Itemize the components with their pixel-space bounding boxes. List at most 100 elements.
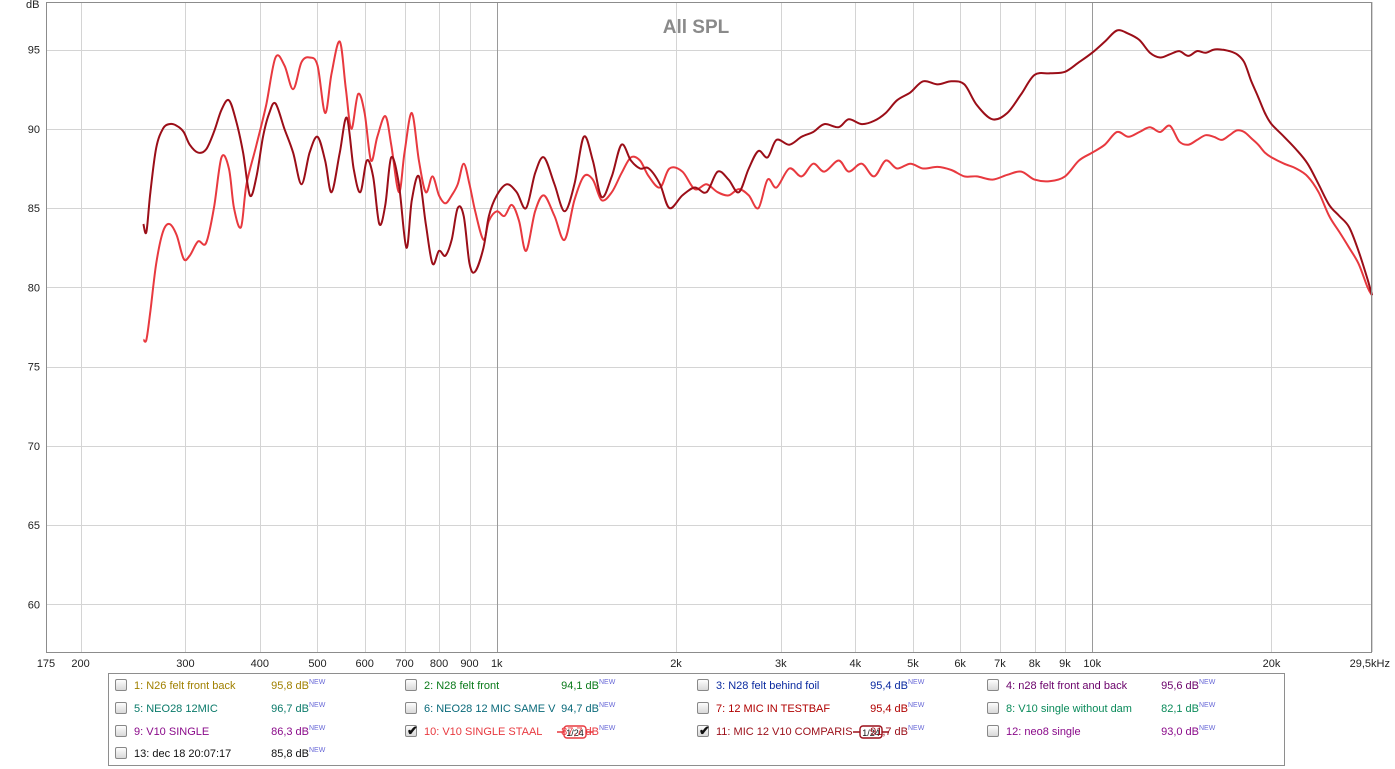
x-tick-label: 600	[355, 658, 373, 670]
new-badge: NEW	[309, 679, 326, 686]
smoothing-box	[563, 725, 587, 739]
legend-item-name: 3: N28 felt behind foil	[716, 680, 820, 692]
legend-checkbox[interactable]: ✔	[405, 723, 418, 738]
legend-checkbox[interactable]: ✔	[697, 679, 709, 691]
legend-item-value: 94,7 dB	[561, 703, 599, 715]
new-badge: NEW	[599, 679, 616, 686]
x-tick-label: 10k	[1083, 658, 1101, 670]
legend-item-value: 91,7 dB	[870, 726, 908, 738]
y-tick-label: 60	[28, 599, 40, 611]
new-badge: NEW	[309, 725, 326, 732]
x-tick-label: 7k	[994, 658, 1006, 670]
smoothing-indicator[interactable]: 1/24	[557, 725, 593, 739]
new-badge: NEW	[309, 702, 326, 709]
x-tick-label: 400	[251, 658, 269, 670]
x-tick-label: 200	[71, 658, 89, 670]
legend-checkbox[interactable]: ✔	[697, 702, 709, 714]
x-tick-label: 8k	[1029, 658, 1041, 670]
legend-checkbox[interactable]: ✔	[987, 725, 999, 737]
series-line-1	[142, 40, 1373, 343]
y-tick-label: 75	[28, 362, 40, 374]
spl-chart: dB All SPL 60 65 70 75 80 85 90 95 175 200 300 400…	[26, 0, 1390, 670]
legend-checkbox[interactable]: ✔	[987, 679, 999, 691]
legend-checkbox[interactable]: ✔	[115, 747, 127, 759]
legend-item-name: 13: dec 18 20:07:17	[134, 748, 232, 760]
y-tick-label: 95	[28, 45, 40, 57]
x-tick-label: 500	[308, 658, 326, 670]
legend-item[interactable]: ✔ 10: V10 SINGLE STAAL 1/24 87,7 dB NEW	[405, 723, 691, 740]
y-tick-label: 65	[28, 520, 40, 532]
legend-item-value: 94,1 dB	[561, 680, 599, 692]
legend-item-value: 96,7 dB	[271, 703, 309, 715]
smoothing-label: 1/24	[862, 728, 880, 738]
x-tick-label: 5k	[907, 658, 919, 670]
legend-item-name: 10: V10 SINGLE STAAL	[424, 726, 543, 738]
smoothing-box	[859, 725, 883, 739]
legend-item-value: 95,6 dB	[1161, 680, 1199, 692]
series-line-2	[142, 29, 1373, 296]
legend-checkbox[interactable]: ✔	[405, 679, 417, 691]
legend-item-value: 85,8 dB	[271, 748, 309, 760]
y-axis-label: dB	[26, 0, 39, 11]
legend-item-name: 2: N28 felt front	[424, 680, 500, 692]
legend-checkbox[interactable]: ✔	[697, 723, 710, 738]
legend-checkbox[interactable]: ✔	[115, 702, 127, 714]
legend-checkbox[interactable]: ✔	[115, 679, 127, 691]
legend-item-name: 11: MIC 12 V10 COMPARIS	[716, 726, 853, 738]
series-layer	[142, 29, 1373, 343]
legend-item-value: 93,0 dB	[1161, 726, 1199, 738]
legend-item-name: 5: NEO28 12MIC	[134, 703, 218, 715]
legend-checkbox[interactable]: ✔	[987, 702, 999, 714]
legend-checkbox[interactable]: ✔	[405, 702, 417, 714]
new-badge: NEW	[908, 679, 925, 686]
plot-background	[46, 2, 1372, 652]
x-tick-label: 175	[37, 658, 55, 670]
legend-item[interactable]: ✔ 11: MIC 12 V10 COMPARIS 1/24 91,7 dB NEW	[697, 723, 983, 740]
new-badge: NEW	[1199, 725, 1216, 732]
y-tick-labels: 60 65 70 75 80 85 90 95	[28, 45, 40, 612]
legend-item-name: 9: V10 SINGLE	[134, 726, 210, 738]
chart-title: All SPL	[663, 17, 730, 38]
smoothing-indicator[interactable]: 1/24	[853, 725, 889, 739]
x-tick-label: 20k	[1263, 658, 1281, 670]
x-tick-label: 4k	[849, 658, 861, 670]
legend-item-value: 86,3 dB	[271, 726, 309, 738]
new-badge: NEW	[908, 702, 925, 709]
legend-item-name: 12: neo8 single	[1006, 726, 1081, 738]
x-tick-label: 6k	[954, 658, 966, 670]
check-mark-icon: ✔	[407, 723, 418, 738]
y-tick-label: 85	[28, 203, 40, 215]
x-tick-label: 1k	[491, 658, 503, 670]
legend-item-value: 95,8 dB	[271, 680, 309, 692]
new-badge: NEW	[599, 702, 616, 709]
x-tick-label: 29,5kHz	[1350, 658, 1390, 670]
legend-item-name: 1: N26 felt front back	[134, 680, 236, 692]
y-tick-label: 70	[28, 441, 40, 453]
x-tick-label: 9k	[1059, 658, 1071, 670]
legend-item-name: 4: n28 felt front and back	[1006, 680, 1128, 692]
legend-item-name: 6: NEO28 12 MIC SAME V	[424, 703, 556, 715]
y-tick-label: 90	[28, 124, 40, 136]
check-mark-icon: ✔	[699, 723, 710, 738]
legend-item-name: 8: V10 single without dam	[1006, 703, 1132, 715]
new-badge: NEW	[908, 725, 925, 732]
legend-checkbox[interactable]: ✔	[115, 725, 127, 737]
new-badge: NEW	[599, 725, 616, 732]
x-tick-label: 700	[395, 658, 413, 670]
x-tick-label: 900	[460, 658, 478, 670]
legend-item-value: 95,4 dB	[870, 703, 908, 715]
x-tick-label: 300	[176, 658, 194, 670]
smoothing-label: 1/24	[566, 728, 584, 738]
y-tick-label: 80	[28, 282, 40, 294]
